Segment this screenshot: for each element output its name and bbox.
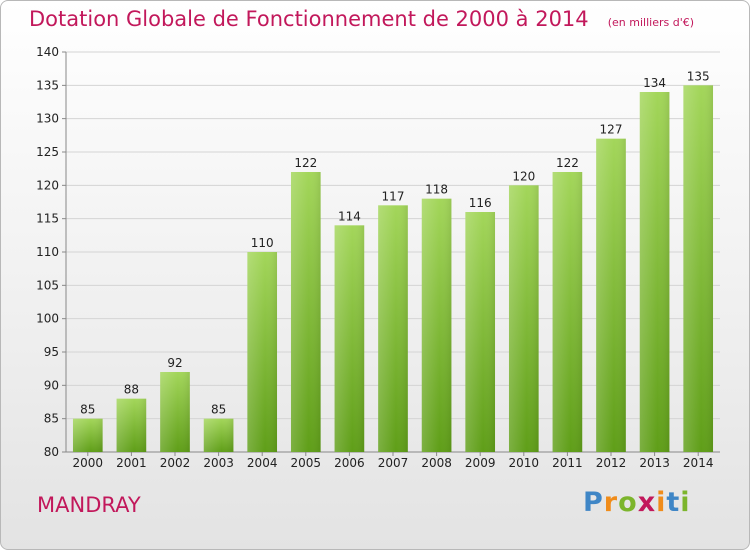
data-label: 122 xyxy=(556,156,579,170)
x-tick-label: 2002 xyxy=(160,456,191,470)
x-tick-label: 2005 xyxy=(291,456,322,470)
y-tick-label: 115 xyxy=(36,212,59,226)
x-tick-label: 2001 xyxy=(116,456,147,470)
data-label: 117 xyxy=(382,189,405,203)
y-tick-label: 120 xyxy=(36,178,59,192)
data-label: 135 xyxy=(687,69,710,83)
x-tick-label: 2004 xyxy=(247,456,278,470)
logo-letter: o xyxy=(618,487,638,518)
bar-shading xyxy=(508,185,539,453)
logo-letter: t xyxy=(666,487,681,518)
bar-shading xyxy=(116,398,147,452)
y-tick-label: 85 xyxy=(44,412,59,426)
bar-shading xyxy=(465,212,496,452)
logo-letter: x xyxy=(637,487,657,518)
bar-shading xyxy=(378,205,408,452)
data-label: 118 xyxy=(425,183,448,197)
logo-letter: P xyxy=(583,487,604,518)
data-label: 134 xyxy=(643,76,666,90)
bar-shading xyxy=(421,198,452,452)
y-tick-label: 125 xyxy=(36,145,59,159)
logo-letter: r xyxy=(603,487,619,518)
labels: 80 85 90 95 100 105 110 115 120 125 130 135 140 85 200… xyxy=(36,45,713,470)
bar-shading xyxy=(160,372,190,452)
y-tick-label: 110 xyxy=(36,245,59,259)
y-tick-label: 95 xyxy=(44,345,59,359)
y-tick-label: 100 xyxy=(36,312,59,326)
y-tick-label: 80 xyxy=(44,445,59,459)
x-tick-label: 2008 xyxy=(421,456,452,470)
y-tick-label: 140 xyxy=(36,45,59,59)
chart-subtitle: (en milliers d'€) xyxy=(607,16,695,29)
x-tick-label: 2011 xyxy=(552,456,583,470)
x-tick-label: 2009 xyxy=(465,456,496,470)
bar-shading xyxy=(683,85,714,452)
x-tick-label: 2014 xyxy=(683,456,714,470)
title-row: Dotation Globale de Fonctionnement de 20… xyxy=(29,7,694,31)
y-tick-label: 90 xyxy=(44,378,59,392)
y-tick-label: 135 xyxy=(36,78,59,92)
data-label: 92 xyxy=(167,356,182,370)
x-tick-label: 2013 xyxy=(639,456,670,470)
bar-shading xyxy=(290,172,321,452)
x-tick-label: 2003 xyxy=(203,456,234,470)
x-tick-label: 2012 xyxy=(596,456,627,470)
bar-shading xyxy=(72,418,103,452)
x-tick-label: 2010 xyxy=(509,456,540,470)
y-tick-label: 130 xyxy=(36,112,59,126)
bar-shading xyxy=(639,92,670,452)
data-label: 85 xyxy=(80,403,95,417)
proxiti-logo: Proxiti xyxy=(583,487,691,518)
x-tick-label: 2007 xyxy=(378,456,409,470)
bar-shading xyxy=(552,172,583,452)
chart-title: Dotation Globale de Fonctionnement de 20… xyxy=(29,7,589,31)
y-tick-label: 105 xyxy=(36,278,59,292)
data-label: 114 xyxy=(338,209,361,223)
bar-shading xyxy=(596,138,626,452)
commune-name: MANDRAY xyxy=(37,493,141,517)
data-label: 127 xyxy=(600,123,623,137)
data-label: 116 xyxy=(469,196,492,210)
data-label: 110 xyxy=(251,236,274,250)
bars xyxy=(72,85,714,453)
bar-shading xyxy=(334,225,365,452)
data-label: 120 xyxy=(512,169,535,183)
data-label: 122 xyxy=(294,156,317,170)
logo-letter: i xyxy=(656,487,667,518)
bar-shading xyxy=(203,418,234,452)
x-tick-label: 2006 xyxy=(334,456,365,470)
data-label: 85 xyxy=(211,403,226,417)
logo-letter: i xyxy=(680,487,691,518)
data-label: 88 xyxy=(124,383,139,397)
x-tick-label: 2000 xyxy=(73,456,104,470)
bar-shading xyxy=(247,252,278,452)
